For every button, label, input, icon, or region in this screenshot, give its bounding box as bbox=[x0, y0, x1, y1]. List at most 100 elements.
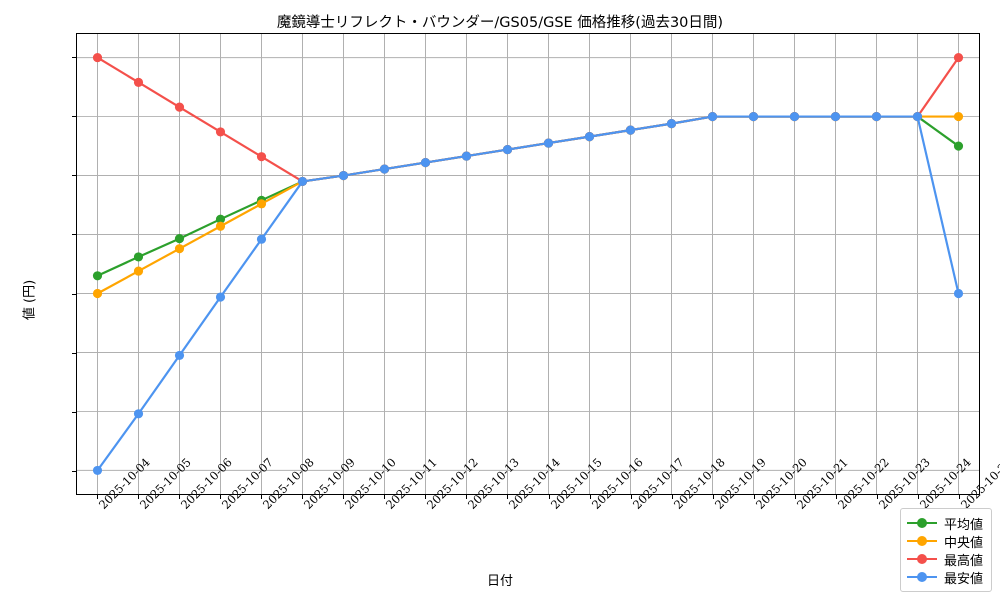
legend-label: 平均値 bbox=[943, 517, 983, 533]
y-tick-mark bbox=[72, 293, 76, 295]
legend-item[interactable]: 最高値 bbox=[906, 550, 983, 569]
x-tick-mark bbox=[877, 495, 879, 499]
x-tick-mark bbox=[836, 495, 838, 499]
data-point-marker bbox=[953, 288, 964, 299]
legend-label: 最高値 bbox=[943, 553, 983, 569]
y-tick-mark bbox=[72, 234, 76, 236]
data-point-marker bbox=[92, 271, 103, 281]
data-point-marker bbox=[215, 221, 226, 231]
y-tick-mark bbox=[72, 115, 76, 117]
data-point-marker bbox=[215, 292, 226, 302]
y-tick-mark bbox=[72, 56, 76, 58]
legend-label: 中央値 bbox=[943, 535, 983, 551]
data-point-marker bbox=[953, 141, 964, 151]
data-point-marker bbox=[379, 164, 390, 174]
x-tick-mark bbox=[384, 495, 386, 499]
x-tick-label: 2025-10-06 bbox=[178, 455, 235, 512]
data-point-marker bbox=[953, 111, 964, 122]
x-tick-label: 2025-10-12 bbox=[424, 455, 481, 512]
x-tick-label: 2025-10-07 bbox=[219, 455, 276, 512]
legend-item[interactable]: 中央値 bbox=[906, 532, 983, 551]
x-tick-mark bbox=[425, 495, 427, 499]
data-point-marker bbox=[256, 152, 267, 162]
x-tick-mark bbox=[96, 495, 98, 499]
data-point-marker bbox=[584, 132, 595, 142]
data-point-marker bbox=[256, 199, 267, 209]
data-point-marker bbox=[92, 288, 103, 299]
data-point-marker bbox=[625, 125, 636, 135]
x-tick-mark bbox=[507, 495, 509, 499]
data-point-marker bbox=[174, 102, 185, 112]
y-axis-label: 値 (円) bbox=[22, 279, 38, 321]
chart-title: 魔鏡導士リフレクト・バウンダー/GS05/GSE 価格推移(過去30日間) bbox=[276, 15, 724, 31]
legend-color-swatch bbox=[906, 534, 937, 548]
y-tick-mark bbox=[72, 471, 76, 473]
series-line bbox=[96, 115, 960, 472]
x-tick-mark bbox=[754, 495, 755, 499]
x-tick-mark bbox=[630, 495, 632, 499]
x-tick-label: 2025-10-20 bbox=[753, 455, 810, 512]
x-tick-label: 2025-10-13 bbox=[465, 455, 522, 512]
data-point-marker bbox=[748, 111, 759, 122]
x-tick-label: 2025-10-19 bbox=[712, 455, 769, 512]
data-point-marker bbox=[174, 234, 185, 244]
data-point-marker bbox=[502, 145, 513, 155]
x-tick-label: 2025-10-08 bbox=[260, 455, 317, 512]
data-point-marker bbox=[666, 119, 677, 129]
y-tick-mark bbox=[72, 412, 76, 414]
x-tick-mark bbox=[302, 495, 303, 499]
y-tick-mark bbox=[72, 175, 76, 177]
x-tick-label: 2025-10-15 bbox=[548, 455, 605, 512]
x-tick-mark bbox=[918, 495, 920, 499]
x-tick-mark bbox=[671, 495, 673, 499]
x-tick-label: 2025-10-18 bbox=[671, 455, 728, 512]
x-tick-mark bbox=[548, 495, 550, 499]
x-tick-label: 2025-10-05 bbox=[137, 455, 194, 512]
legend-color-swatch bbox=[906, 570, 937, 584]
data-point-marker bbox=[543, 138, 554, 148]
y-tick-mark bbox=[72, 352, 76, 354]
data-point-marker bbox=[953, 53, 964, 63]
legend-label: 最安値 bbox=[943, 571, 983, 587]
x-tick-mark bbox=[795, 495, 797, 499]
data-point-marker bbox=[256, 234, 267, 244]
legend-color-swatch bbox=[906, 552, 937, 566]
legend-color-swatch bbox=[906, 516, 937, 530]
data-point-marker bbox=[912, 111, 923, 122]
x-tick-label: 2025-10-04 bbox=[96, 455, 153, 512]
x-tick-mark bbox=[137, 495, 139, 499]
data-point-marker bbox=[461, 151, 472, 161]
data-point-marker bbox=[338, 170, 349, 181]
x-tick-label: 2025-10-11 bbox=[383, 455, 440, 512]
data-point-marker bbox=[133, 409, 144, 419]
x-tick-label: 2025-10-23 bbox=[876, 455, 933, 512]
x-tick-label: 2025-10-17 bbox=[630, 455, 687, 512]
x-tick-mark bbox=[959, 495, 961, 499]
x-tick-mark bbox=[589, 495, 591, 499]
plot-area bbox=[76, 33, 980, 495]
x-tick-mark bbox=[219, 495, 221, 499]
data-point-marker bbox=[830, 111, 841, 122]
data-point-marker bbox=[174, 244, 185, 254]
x-tick-label: 2025-10-09 bbox=[301, 455, 358, 512]
data-point-marker bbox=[420, 157, 431, 168]
x-tick-label: 2025-10-16 bbox=[589, 455, 646, 512]
series-line bbox=[96, 56, 960, 183]
data-point-marker bbox=[215, 214, 226, 224]
x-tick-mark bbox=[343, 495, 345, 499]
data-point-marker bbox=[133, 77, 144, 87]
x-tick-mark bbox=[712, 495, 714, 499]
series-line bbox=[96, 115, 960, 295]
x-tick-label: 2025-10-10 bbox=[342, 455, 399, 512]
data-point-marker bbox=[215, 127, 226, 137]
data-point-marker bbox=[297, 176, 308, 187]
data-point-marker bbox=[92, 465, 103, 475]
data-point-marker bbox=[133, 266, 144, 276]
legend-item[interactable]: 最安値 bbox=[906, 568, 983, 587]
series-line bbox=[96, 115, 960, 277]
legend-item[interactable]: 平均値 bbox=[906, 514, 983, 533]
data-point-marker bbox=[92, 53, 103, 63]
x-tick-label: 2025-10-21 bbox=[794, 455, 851, 512]
x-tick-label: 2025-10-14 bbox=[506, 455, 563, 512]
